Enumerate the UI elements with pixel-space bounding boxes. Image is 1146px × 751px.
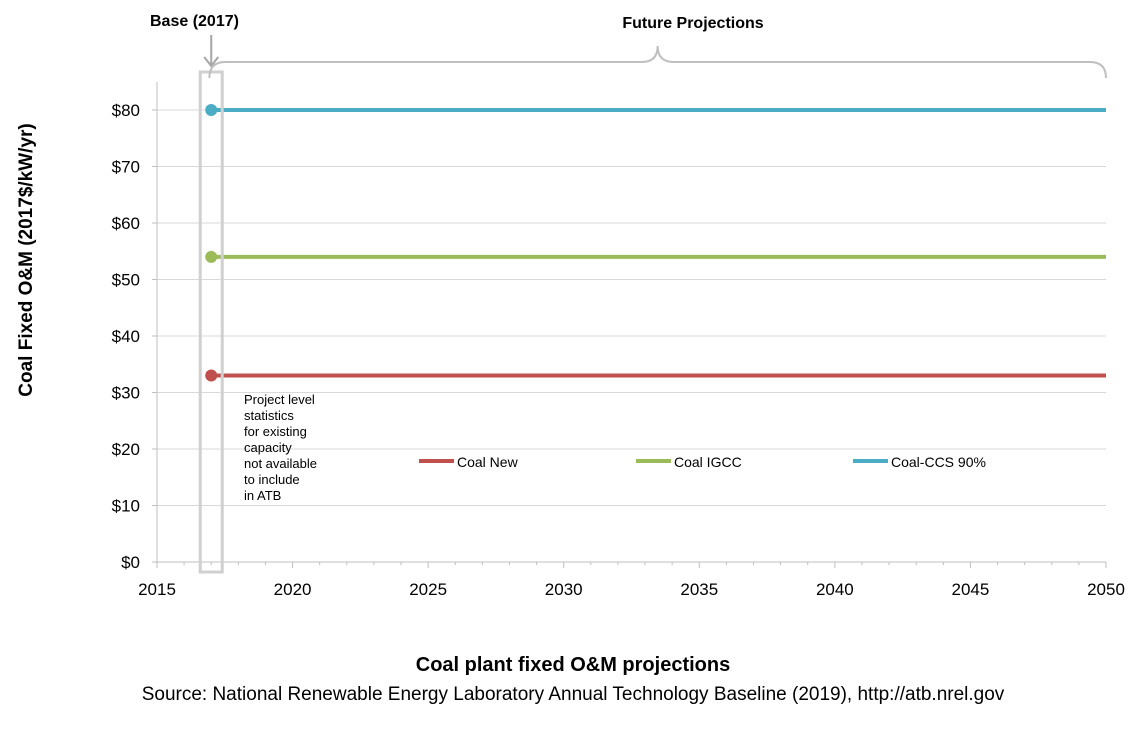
y-tick-label: $60: [112, 214, 140, 233]
base-arrow-head: [203, 56, 220, 68]
y-tick-label: $30: [112, 384, 140, 403]
x-tick-label: 2025: [409, 580, 447, 599]
x-tick-labels: 2015 2020 2025 2030 2035 2040 2045 2050: [138, 562, 1125, 599]
base-year-label: Base (2017): [150, 13, 239, 30]
chart-title: Coal plant fixed O&M projections: [415, 654, 731, 676]
base-year-box: [198, 70, 224, 574]
x-tick-label: 2020: [274, 580, 312, 599]
source-text: Source: National Renewable Energy Labora…: [141, 684, 1005, 705]
x-tick-label: 2015: [138, 580, 176, 599]
future-brace: [208, 45, 1107, 79]
legend-label: Coal-CCS 90%: [891, 454, 986, 470]
note-line: for existing: [244, 424, 307, 439]
gridlines: [152, 109, 1106, 563]
x-tick-label: 2035: [680, 580, 718, 599]
y-tick-label: $0: [121, 553, 140, 572]
x-tick-label: 2050: [1087, 580, 1125, 599]
future-projections-label: Future Projections: [622, 15, 763, 32]
x-tick-label: 2045: [952, 580, 990, 599]
legend: Coal New Coal IGCC Coal-CCS 90%: [419, 454, 986, 470]
note-line: Project level: [244, 392, 315, 407]
note-line: capacity: [244, 440, 292, 455]
x-tick-label: 2030: [545, 580, 583, 599]
base-year-marker: Base (2017): [150, 13, 239, 574]
legend-label: Coal New: [457, 454, 519, 470]
y-tick-label: $70: [112, 158, 140, 177]
y-tick-label: $20: [112, 440, 140, 459]
y-tick-label: $10: [112, 497, 140, 516]
y-tick-label: $50: [112, 271, 140, 290]
base-point-0: [205, 369, 218, 382]
future-projections-marker: Future Projections: [208, 15, 1107, 79]
base-point-1: [205, 250, 218, 263]
y-tick-label: $40: [112, 327, 140, 346]
note-line: not available: [244, 456, 317, 471]
y-tick-label: $80: [112, 101, 140, 120]
series-lines: [205, 104, 1106, 382]
note-line: to include: [244, 472, 300, 487]
axes: [156, 82, 1106, 563]
legend-label: Coal IGCC: [674, 454, 742, 470]
note-line: statistics: [244, 408, 294, 423]
x-tick-label: 2040: [816, 580, 854, 599]
x-minor-ticks: [183, 562, 1080, 565]
y-axis-title: Coal Fixed O&M (2017$/kW/yr): [16, 123, 37, 396]
note-line: in ATB: [244, 488, 281, 503]
y-tick-labels: $0 $10 $20 $30 $40 $50 $60 $70 $80: [112, 101, 140, 572]
base-point-2: [205, 104, 218, 116]
